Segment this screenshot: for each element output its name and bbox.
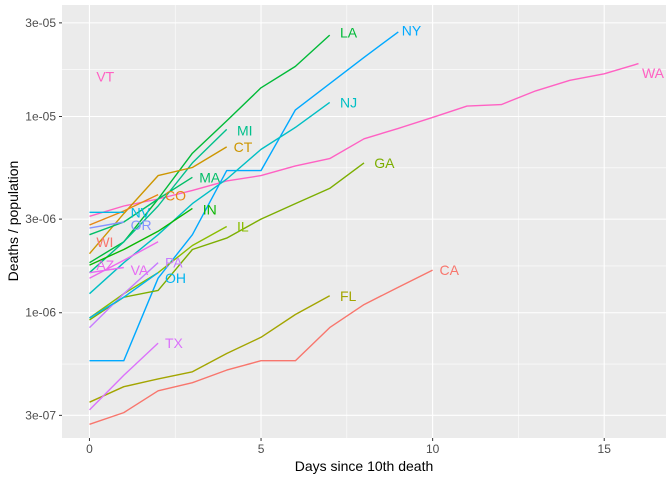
series-label-co: CO: [165, 188, 186, 204]
series-line-az: [89, 241, 159, 279]
series-label-mi: MI: [237, 122, 253, 138]
series-line-in: [89, 207, 193, 266]
y-tick-label: 1e-06: [25, 306, 56, 320]
minor-gridlines: [62, 5, 666, 438]
series-line-ma: [89, 176, 193, 236]
series-label-va: VA: [131, 262, 149, 278]
series-label-nj: NJ: [340, 94, 357, 110]
series-label-ct: CT: [234, 139, 253, 155]
series-label-az: AZ: [96, 257, 114, 273]
x-tick-label: 15: [598, 442, 612, 456]
series-line-ga: [89, 162, 365, 321]
series-label-ma: MA: [199, 169, 221, 185]
series-line-co: [89, 193, 159, 226]
series-line-la: [89, 34, 331, 264]
series-line-nj: [89, 101, 331, 295]
series-line-tx: [89, 342, 159, 411]
series-line-ca: [89, 269, 433, 425]
x-tick-label: 0: [86, 442, 93, 456]
series-label-wa: WA: [642, 65, 665, 81]
series-label-in: IN: [203, 202, 217, 218]
x-tick-label: 10: [426, 442, 440, 456]
series-label-or: OR: [131, 217, 152, 233]
series-label-wi: WI: [96, 234, 113, 250]
y-axis: 3e-07 1e-06 3e-06 1e-05 3e-05: [25, 16, 62, 422]
series-label-pa: PA: [165, 255, 183, 271]
series-label-ny: NY: [402, 22, 422, 38]
series-label-oh: OH: [165, 270, 186, 286]
series-label-ga: GA: [374, 155, 395, 171]
series-label-vt: VT: [96, 68, 114, 84]
y-axis-title: Deaths / population: [5, 161, 21, 282]
y-tick-label: 3e-06: [25, 212, 56, 226]
panel-background: [62, 5, 666, 438]
series-label-la: LA: [340, 24, 358, 40]
series-line-mi: [89, 128, 228, 274]
series-line-pa: [89, 262, 159, 329]
series-line-wa: [89, 62, 639, 217]
major-gridlines: [62, 5, 666, 438]
y-tick-label: 3e-07: [25, 408, 56, 422]
series-line-fl: [89, 295, 331, 403]
series-label-ca: CA: [440, 262, 460, 278]
series-line-or: [89, 221, 124, 229]
series-label-il: IL: [237, 219, 249, 235]
series-label-fl: FL: [340, 288, 357, 304]
series-line-ny: [89, 31, 399, 362]
y-tick-label: 3e-05: [25, 16, 56, 30]
series-label-nv: NV: [131, 204, 151, 220]
series-label-tx: TX: [165, 335, 184, 351]
y-tick-label: 1e-05: [25, 110, 56, 124]
series-lines: [88, 31, 639, 425]
series-line-oh: [89, 272, 159, 319]
series-line-va: [89, 266, 124, 274]
x-tick-label: 5: [258, 442, 265, 456]
x-axis: 0 5 10 15: [86, 438, 611, 456]
x-axis-title: Days since 10th death: [295, 458, 434, 474]
